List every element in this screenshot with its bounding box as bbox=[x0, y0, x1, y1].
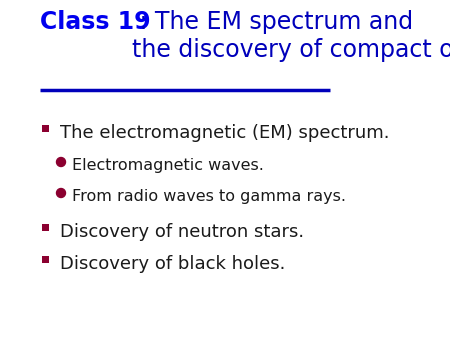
Text: Discovery of black holes.: Discovery of black holes. bbox=[60, 255, 285, 273]
Text: : The EM spectrum and
the discovery of compact objects: : The EM spectrum and the discovery of c… bbox=[132, 10, 450, 62]
Text: The electromagnetic (EM) spectrum.: The electromagnetic (EM) spectrum. bbox=[60, 124, 390, 142]
Text: Electromagnetic waves.: Electromagnetic waves. bbox=[72, 158, 264, 173]
Circle shape bbox=[57, 189, 66, 197]
Text: Discovery of neutron stars.: Discovery of neutron stars. bbox=[60, 223, 304, 241]
Circle shape bbox=[57, 158, 66, 167]
Text: Class 19: Class 19 bbox=[40, 10, 151, 34]
Bar bbox=[42, 256, 49, 263]
Text: From radio waves to gamma rays.: From radio waves to gamma rays. bbox=[72, 189, 346, 204]
Bar bbox=[42, 223, 49, 231]
Bar bbox=[42, 124, 49, 131]
